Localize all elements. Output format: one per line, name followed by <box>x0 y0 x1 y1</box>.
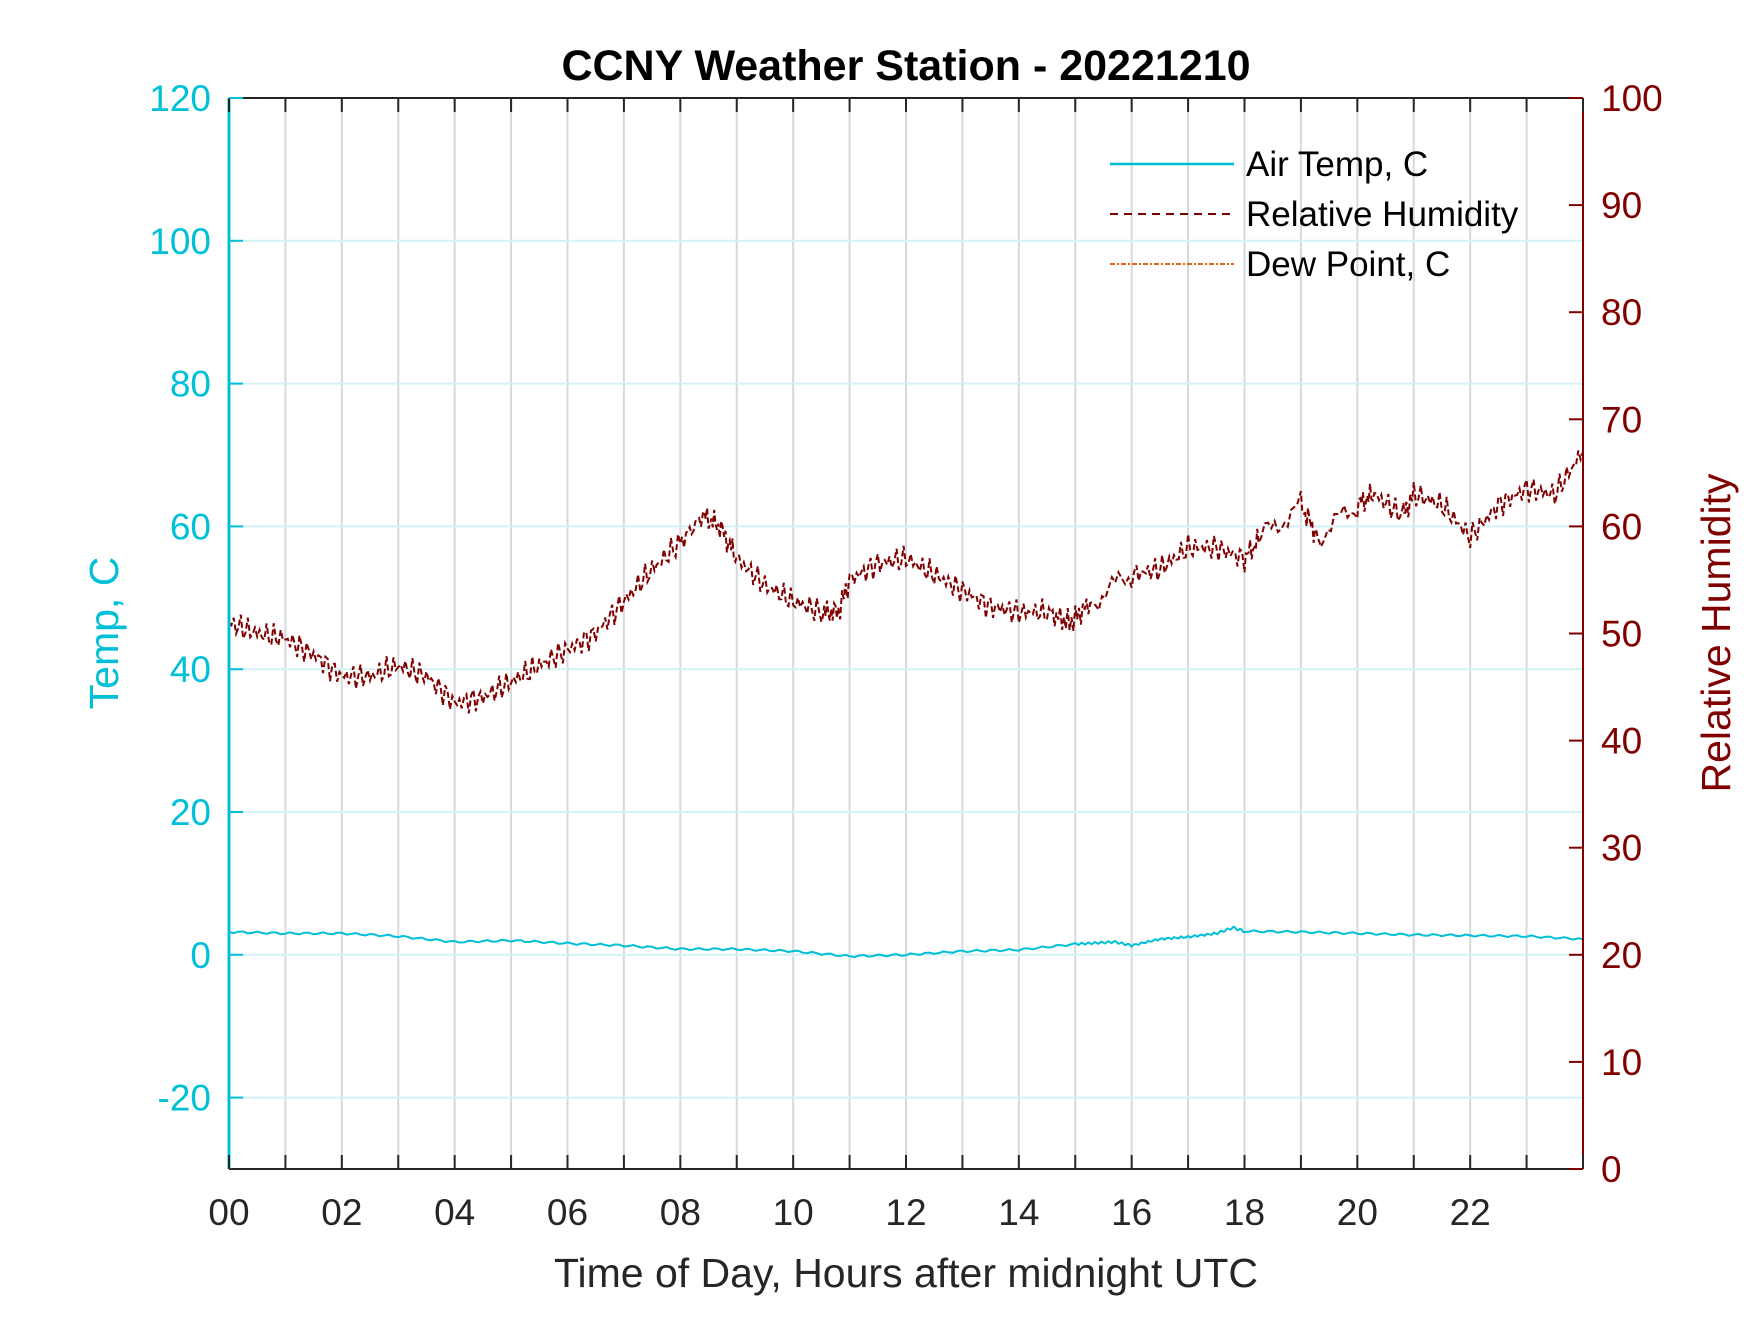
y-axis-label-right: Relative Humidity <box>1693 473 1739 792</box>
series-line-relative-humidity <box>228 450 1584 714</box>
grid <box>229 98 1583 1169</box>
y-tick-label-left: 100 <box>149 221 211 262</box>
x-axis-label: Time of Day, Hours after midnight UTC <box>554 1250 1258 1296</box>
y-tick-label-right: 40 <box>1601 721 1642 762</box>
y-tick-label-right: 0 <box>1601 1149 1622 1190</box>
y-tick-label-left: 20 <box>170 792 211 833</box>
y-axis-label-left: Temp, C <box>81 557 127 710</box>
legend-label-dew-point: Dew Point, C <box>1246 245 1450 284</box>
x-tick-label: 08 <box>660 1192 701 1233</box>
x-tick-label: 18 <box>1224 1192 1265 1233</box>
y-tick-label-right: 20 <box>1601 935 1642 976</box>
y-tick-label-right: 60 <box>1601 506 1642 547</box>
series-layer <box>228 450 1584 959</box>
x-tick-label: 06 <box>547 1192 588 1233</box>
y-tick-label-left: 40 <box>170 649 211 690</box>
x-tick-label: 00 <box>208 1192 249 1233</box>
y-tick-label-left: 120 <box>149 78 211 119</box>
y-tick-label-right: 30 <box>1601 828 1642 869</box>
x-tick-label: 20 <box>1337 1192 1378 1233</box>
y-tick-label-right: 100 <box>1601 78 1663 119</box>
y-tick-label-left: -20 <box>158 1078 211 1119</box>
y-tick-label-right: 70 <box>1601 399 1642 440</box>
y-tick-label-left: 80 <box>170 364 211 405</box>
chart-title: CCNY Weather Station - 20221210 <box>561 42 1250 90</box>
y-tick-label-right: 90 <box>1601 185 1642 226</box>
legend-label-air-temp: Air Temp, C <box>1246 145 1428 184</box>
legend-label-relative-humidity: Relative Humidity <box>1246 195 1519 234</box>
legend: Air Temp, C Relative Humidity Dew Point,… <box>1110 145 1519 284</box>
x-tick-label: 14 <box>998 1192 1039 1233</box>
x-tick-label: 16 <box>1111 1192 1152 1233</box>
series-line-air-temp-c <box>228 925 1584 959</box>
y-tick-label-left: 0 <box>190 935 211 976</box>
axes: 00 02 04 06 08 10 12 14 16 18 20 22-200204060801001… <box>149 78 1662 1233</box>
x-tick-label: 02 <box>321 1192 362 1233</box>
y-tick-label-right: 10 <box>1601 1042 1642 1083</box>
y-tick-label-right: 80 <box>1601 292 1642 333</box>
y-tick-label-left: 60 <box>170 506 211 547</box>
x-tick-label: 12 <box>885 1192 926 1233</box>
y-tick-label-right: 50 <box>1601 614 1642 655</box>
x-tick-label: 22 <box>1450 1192 1491 1233</box>
x-tick-label: 10 <box>773 1192 814 1233</box>
x-tick-label: 04 <box>434 1192 475 1233</box>
